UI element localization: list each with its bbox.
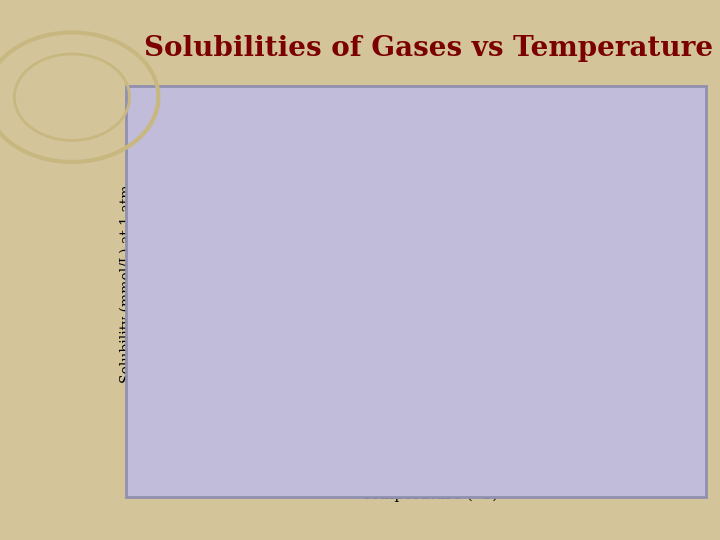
X-axis label: Temperature (°C): Temperature (°C) xyxy=(362,488,498,502)
Text: CO₂: CO₂ xyxy=(519,190,611,252)
Text: Solubilities of Gases vs Temperature: Solubilities of Gases vs Temperature xyxy=(144,35,713,62)
Y-axis label: Solubility (mmol/L) at 1 atm: Solubility (mmol/L) at 1 atm xyxy=(120,184,134,383)
Text: N₂: N₂ xyxy=(217,378,254,431)
Text: Xe: Xe xyxy=(310,340,365,393)
Text: O₂: O₂ xyxy=(187,366,214,415)
